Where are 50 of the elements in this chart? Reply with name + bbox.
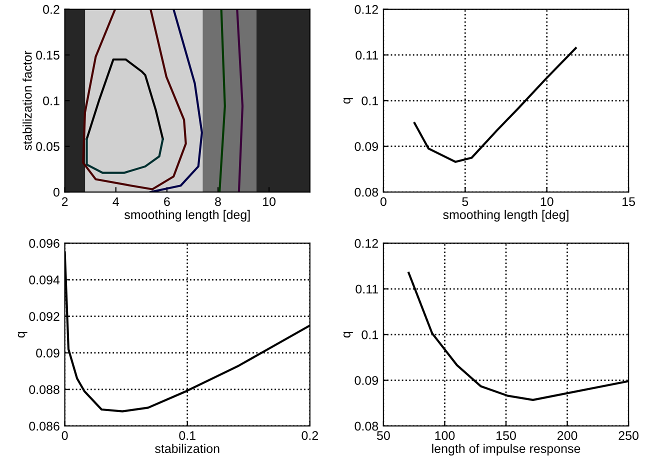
x-tick-label: 4 (112, 197, 119, 206)
y-tick-label: 0.15 (36, 50, 60, 60)
y-tick-label: 0.05 (36, 142, 60, 151)
x-tick-label: 6 (164, 197, 170, 206)
y-axis-title: q (18, 332, 28, 338)
y-axis-title: q (344, 98, 353, 104)
y-tick-label: 0.096 (29, 239, 60, 248)
y-tick-label: 0.094 (29, 276, 60, 284)
y-tick-label: 0.08 (354, 188, 378, 197)
x-axis-title: smoothing length [deg] (124, 210, 250, 222)
y-tick-label: 0.1 (362, 96, 378, 106)
y-tick-label: 0.08 (354, 422, 378, 431)
y-tick-label: 0.11 (356, 284, 378, 294)
y-tick-label: 0.09 (354, 376, 378, 385)
x-tick-label: 2 (62, 197, 68, 206)
line-series (86, 58, 164, 140)
y-tick-label: 0.11 (356, 50, 378, 60)
x-tick-label: 10 (263, 197, 276, 206)
x-tick-label: 0 (62, 431, 68, 440)
x-tick-label: 0.1 (179, 431, 196, 440)
y-tick-label: 0.09 (36, 348, 60, 358)
x-axis-title: length of impulse response (432, 444, 580, 456)
x-axis-title: stabilization (155, 444, 220, 454)
x-tick-label: 150 (496, 431, 516, 440)
y-tick-label: 0 (53, 188, 60, 197)
y-axis-title: q (344, 332, 353, 338)
y-tick-label: 0.12 (354, 5, 378, 14)
y-tick-label: 0.09 (354, 142, 378, 151)
y-tick-label: 0.2 (43, 5, 60, 14)
y-tick-label: 0.1 (362, 330, 378, 340)
x-tick-label: 200 (557, 431, 578, 440)
x-tick-label: 0 (380, 197, 386, 206)
y-tick-label: 0.086 (29, 422, 60, 431)
x-tick-label: 250 (618, 431, 638, 440)
line-series (82, 9, 187, 190)
x-tick-label: 100 (435, 431, 455, 440)
y-tick-label: 0.12 (354, 239, 378, 248)
y-tick-label: 0.088 (29, 385, 60, 394)
x-tick-label: 15 (622, 197, 635, 206)
x-tick-label: 50 (376, 431, 390, 440)
x-tick-label: 0.2 (302, 431, 318, 440)
x-tick-label: 10 (540, 197, 554, 206)
x-tick-label: 5 (462, 197, 468, 206)
y-axis-title: stabilization factor (22, 50, 32, 150)
x-tick-label: 8 (215, 197, 221, 206)
y-tick-label: 0.092 (29, 312, 60, 321)
line-series (150, 9, 203, 192)
line-series (86, 138, 164, 174)
y-tick-label: 0.1 (43, 96, 60, 106)
x-axis-title: smoothing length [deg] (443, 210, 568, 222)
